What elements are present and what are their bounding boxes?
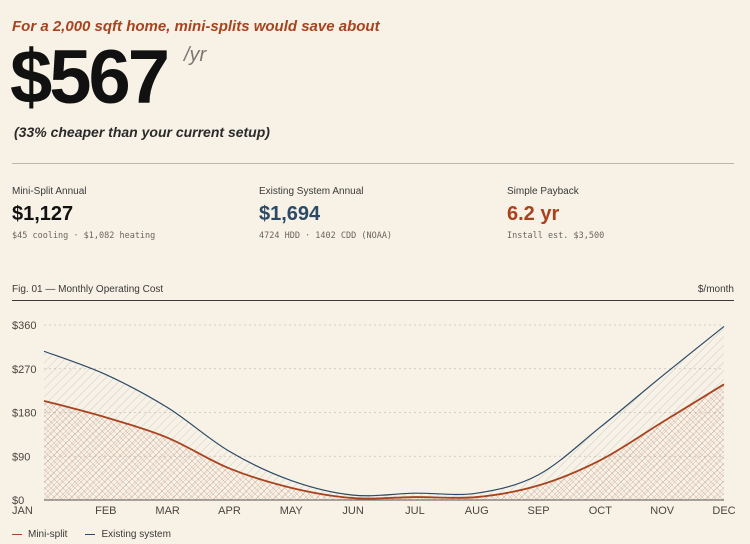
stat-value: $1,694 xyxy=(259,203,321,225)
y-tick-label: $0 xyxy=(12,495,24,507)
figure-unit: $/month xyxy=(697,284,734,295)
x-axis: JAN FEB MAR APR MAY JUN JUL AUG SEP OCT NOV DEC xyxy=(12,505,736,517)
x-tick-label: AUG xyxy=(465,505,489,517)
stat-sub: Install est. $3,500 xyxy=(507,231,605,241)
x-tick-label: DEC xyxy=(712,505,735,517)
stat-value: $1,127 xyxy=(12,203,74,225)
savings-percent: (33% cheaper than your current setup) xyxy=(14,124,270,140)
legend: Mini-split Existing system xyxy=(12,529,171,540)
legend-swatch xyxy=(85,533,96,536)
x-tick-label: JUL xyxy=(405,505,425,517)
y-tick-label: $180 xyxy=(12,408,36,420)
divider xyxy=(12,163,734,164)
figure-rule xyxy=(12,300,734,301)
stat-existing: Existing System Annual $1,694 4724 HDD ·… xyxy=(259,186,489,241)
existing-area xyxy=(44,326,724,500)
mini-split-line xyxy=(43,383,725,500)
stat-label: Simple Payback xyxy=(507,186,579,197)
legend-item-existing: Existing system xyxy=(85,529,171,540)
savings-amount: $567 xyxy=(10,35,170,120)
x-tick-label: FEB xyxy=(95,505,116,517)
stat-sub: 4724 HDD · 1402 CDD (NOAA) xyxy=(259,231,393,241)
stat-label: Mini-Split Annual xyxy=(12,186,87,197)
stat-mini-split: Mini-Split Annual $1,127 $45 cooling · $… xyxy=(12,186,242,241)
x-tick-label: APR xyxy=(218,505,241,517)
legend-swatch xyxy=(12,533,22,536)
y-tick-label: $360 xyxy=(12,320,36,332)
y-tick-label: $90 xyxy=(12,451,30,463)
stat-value: 6.2 yr xyxy=(507,203,560,225)
x-tick-label: OCT xyxy=(589,505,613,517)
stat-payback: Simple Payback 6.2 yr Install est. $3,50… xyxy=(507,186,737,241)
legend-item-mini-split: Mini-split xyxy=(12,529,67,540)
stat-sub: $45 cooling · $1,082 heating xyxy=(12,231,156,241)
legend-label: Mini-split xyxy=(28,529,68,540)
x-tick-label: JAN xyxy=(12,505,33,517)
y-axis: $0 $90 $180 $270 $360 xyxy=(12,320,36,507)
stat-label: Existing System Annual xyxy=(259,186,364,197)
figure-title: Fig. 01 — Monthly Operating Cost xyxy=(12,284,164,295)
per-year-label: /yr xyxy=(184,44,207,66)
x-tick-label: MAY xyxy=(280,505,304,517)
x-tick-label: NOV xyxy=(650,505,675,517)
existing-line xyxy=(43,325,725,497)
legend-label: Existing system xyxy=(101,529,171,540)
x-tick-label: MAR xyxy=(155,505,180,517)
x-tick-label: JUN xyxy=(342,505,363,517)
mini-split-area xyxy=(44,384,724,500)
headline: For a 2,000 sqft home, mini-splits would… xyxy=(12,18,380,35)
x-tick-label: SEP xyxy=(528,505,550,517)
monthly-cost-chart: $0 $90 $180 $270 $360 JAN FEB MAR APR MAY JUN JUL A… xyxy=(12,320,736,517)
y-tick-label: $270 xyxy=(12,364,36,376)
